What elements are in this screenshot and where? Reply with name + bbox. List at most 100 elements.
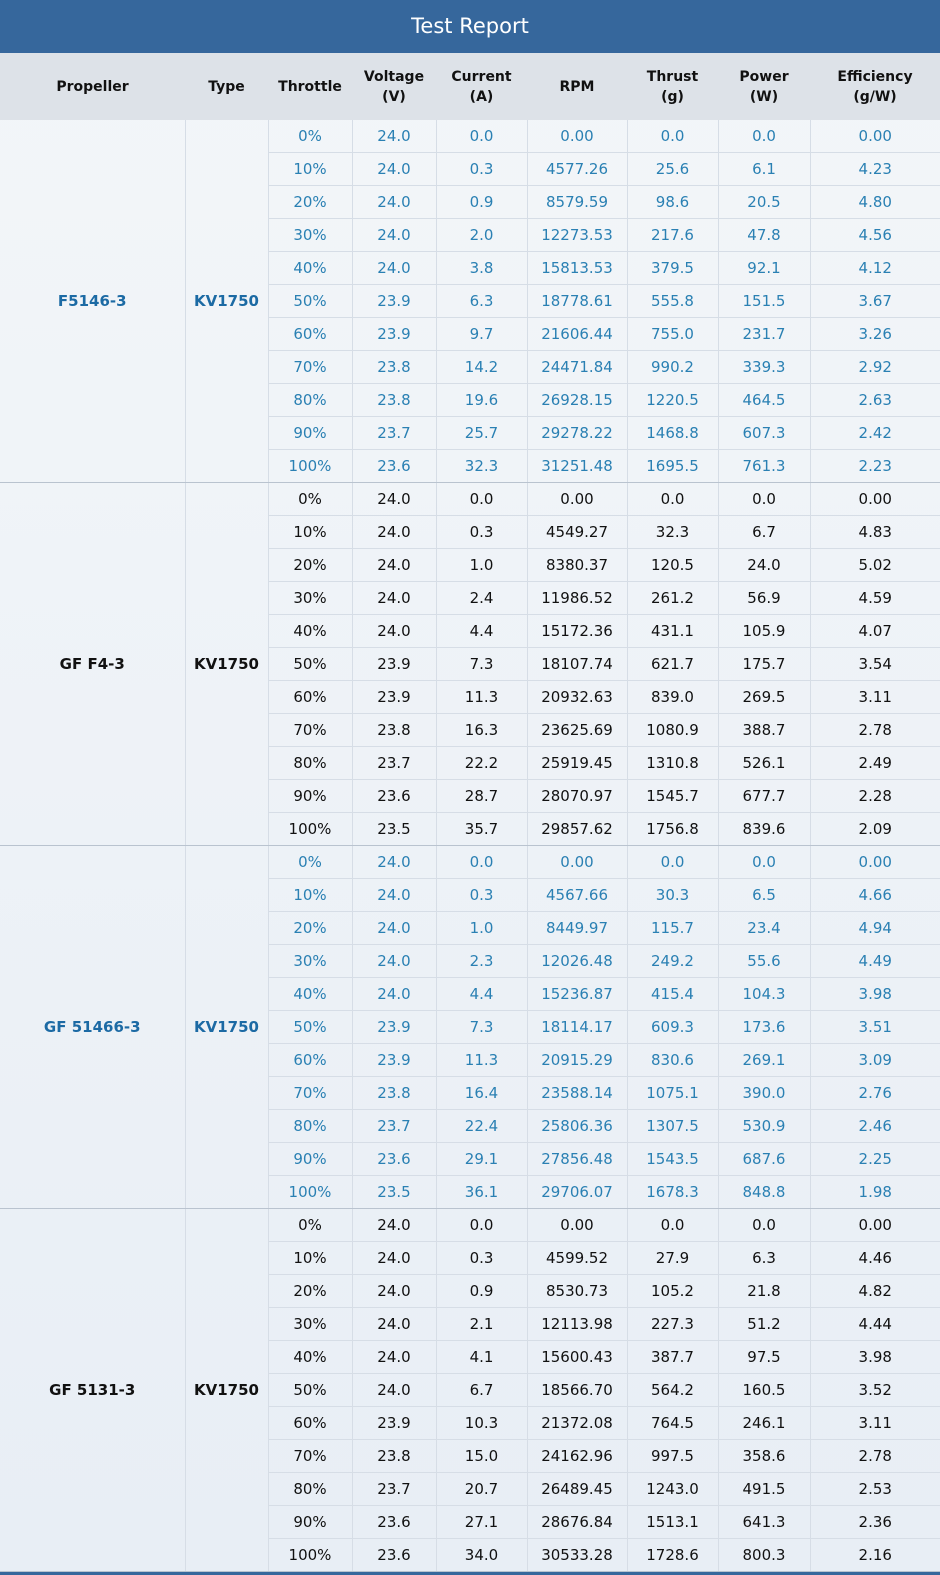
table-row: 40% 24.0 4.1 15600.43 387.7 97.5 3.98 — [0, 1340, 940, 1374]
value-cell: 25.6 — [626, 152, 718, 186]
table-row: 50% 23.9 7.3 18107.74 621.7 175.7 3.54 — [0, 647, 940, 681]
value-cell: 10% — [267, 878, 352, 912]
value-cell: 23.9 — [351, 680, 436, 714]
table-row: 10% 24.0 0.3 4577.26 25.6 6.1 4.23 — [0, 152, 940, 186]
value-cell: 23.8 — [351, 1076, 436, 1110]
table-row: 80% 23.7 22.4 25806.36 1307.5 530.9 2.46 — [0, 1109, 940, 1143]
value-cell: 0.00 — [526, 845, 627, 879]
value-cell: 990.2 — [626, 350, 718, 384]
value-cell: 20% — [267, 548, 352, 582]
value-cell: 6.3 — [717, 1241, 810, 1275]
value-cell: 24.0 — [351, 120, 436, 153]
value-cell: 4.66 — [809, 878, 940, 912]
value-cell: 40% — [267, 251, 352, 285]
value-cell: 21606.44 — [526, 317, 627, 351]
value-cell: 30% — [267, 944, 352, 978]
value-cell: 390.0 — [717, 1076, 810, 1110]
value-cell: 12273.53 — [526, 218, 627, 252]
value-cell: 11.3 — [435, 1043, 527, 1077]
value-cell: 50% — [267, 284, 352, 318]
value-cell: 269.5 — [717, 680, 810, 714]
value-cell: 8530.73 — [526, 1274, 627, 1308]
value-cell: 40% — [267, 614, 352, 648]
value-cell: 24.0 — [351, 548, 436, 582]
value-cell: 387.7 — [626, 1340, 718, 1374]
table-row: 50% 23.9 6.3 18778.61 555.8 151.5 3.67 — [0, 284, 940, 318]
value-cell: 23.5 — [351, 1175, 436, 1209]
value-cell: 12026.48 — [526, 944, 627, 978]
value-cell: 23.7 — [351, 746, 436, 780]
table-row: 90% 23.6 27.1 28676.84 1513.1 641.3 2.36 — [0, 1505, 940, 1539]
value-cell: 0.3 — [435, 878, 527, 912]
value-cell: 151.5 — [717, 284, 810, 318]
table-row: GF F4-3 KV1750 0% 24.0 0.0 0.00 0.0 0.0 0.00 — [0, 482, 940, 846]
value-cell: 0.00 — [809, 482, 940, 516]
value-cell: 4.4 — [435, 977, 527, 1011]
value-cell: 56.9 — [717, 581, 810, 615]
value-cell: 4.49 — [809, 944, 940, 978]
value-cell: 0.0 — [717, 482, 810, 516]
value-cell: 0.0 — [626, 482, 718, 516]
table-row: 40% 24.0 4.4 15236.87 415.4 104.3 3.98 — [0, 977, 940, 1011]
value-cell: 30533.28 — [526, 1538, 627, 1572]
value-cell: 607.3 — [717, 416, 810, 450]
value-cell: 24.0 — [351, 1307, 436, 1341]
value-cell: 0.3 — [435, 1241, 527, 1275]
value-cell: 20915.29 — [526, 1043, 627, 1077]
value-cell: 100% — [267, 812, 352, 846]
value-cell: 1.0 — [435, 548, 527, 582]
value-cell: 339.3 — [717, 350, 810, 384]
value-cell: 32.3 — [435, 449, 527, 483]
table-row: 40% 24.0 3.8 15813.53 379.5 92.1 4.12 — [0, 251, 940, 285]
table-row: 30% 24.0 2.1 12113.98 227.3 51.2 4.44 — [0, 1307, 940, 1341]
value-cell: 20% — [267, 911, 352, 945]
column-header: Efficiency (g/W) — [810, 53, 940, 120]
table-row: 90% 23.6 28.7 28070.97 1545.7 677.7 2.28 — [0, 779, 940, 813]
value-cell: 2.78 — [809, 713, 940, 747]
value-cell: 0.0 — [717, 1208, 810, 1242]
value-cell: 34.0 — [435, 1538, 527, 1572]
value-cell: 4.59 — [809, 581, 940, 615]
value-cell: 0% — [267, 1208, 352, 1242]
value-cell: 526.1 — [717, 746, 810, 780]
value-cell: 24.0 — [351, 911, 436, 945]
value-cell: 4.94 — [809, 911, 940, 945]
value-cell: 0.00 — [526, 120, 627, 153]
value-cell: 1468.8 — [626, 416, 718, 450]
value-cell: 23.9 — [351, 1010, 436, 1044]
value-cell: 530.9 — [717, 1109, 810, 1143]
value-cell: 0.0 — [717, 845, 810, 879]
value-cell: 10% — [267, 152, 352, 186]
value-cell: 609.3 — [626, 1010, 718, 1044]
table-row: 20% 24.0 1.0 8380.37 120.5 24.0 5.02 — [0, 548, 940, 582]
value-cell: 2.25 — [809, 1142, 940, 1176]
value-cell: 358.6 — [717, 1439, 810, 1473]
value-cell: 15236.87 — [526, 977, 627, 1011]
value-cell: 839.0 — [626, 680, 718, 714]
value-cell: 20.7 — [435, 1472, 527, 1506]
value-cell: 1080.9 — [626, 713, 718, 747]
table-row: 70% 23.8 16.4 23588.14 1075.1 390.0 2.76 — [0, 1076, 940, 1110]
value-cell: 20% — [267, 185, 352, 219]
value-cell: 14.2 — [435, 350, 527, 384]
value-cell: 70% — [267, 713, 352, 747]
value-cell: 764.5 — [626, 1406, 718, 1440]
table-row: 10% 24.0 0.3 4567.66 30.3 6.5 4.66 — [0, 878, 940, 912]
value-cell: 7.3 — [435, 647, 527, 681]
value-cell: 24.0 — [351, 1373, 436, 1407]
value-cell: 2.36 — [809, 1505, 940, 1539]
value-cell: 4.82 — [809, 1274, 940, 1308]
value-cell: 97.5 — [717, 1340, 810, 1374]
value-cell: 11986.52 — [526, 581, 627, 615]
value-cell: 175.7 — [717, 647, 810, 681]
value-cell: 40% — [267, 1340, 352, 1374]
value-cell: 0.0 — [435, 482, 527, 516]
table-row: 30% 24.0 2.4 11986.52 261.2 56.9 4.59 — [0, 581, 940, 615]
table-body: F5146-3 KV1750 0% 24.0 0.0 0.00 0.0 0.0 0.00 10% 2… — [0, 120, 940, 1572]
value-cell: 104.3 — [717, 977, 810, 1011]
value-cell: 6.5 — [717, 878, 810, 912]
value-cell: 2.28 — [809, 779, 940, 813]
value-cell: 24.0 — [351, 845, 436, 879]
value-cell: 2.92 — [809, 350, 940, 384]
value-cell: 28.7 — [435, 779, 527, 813]
